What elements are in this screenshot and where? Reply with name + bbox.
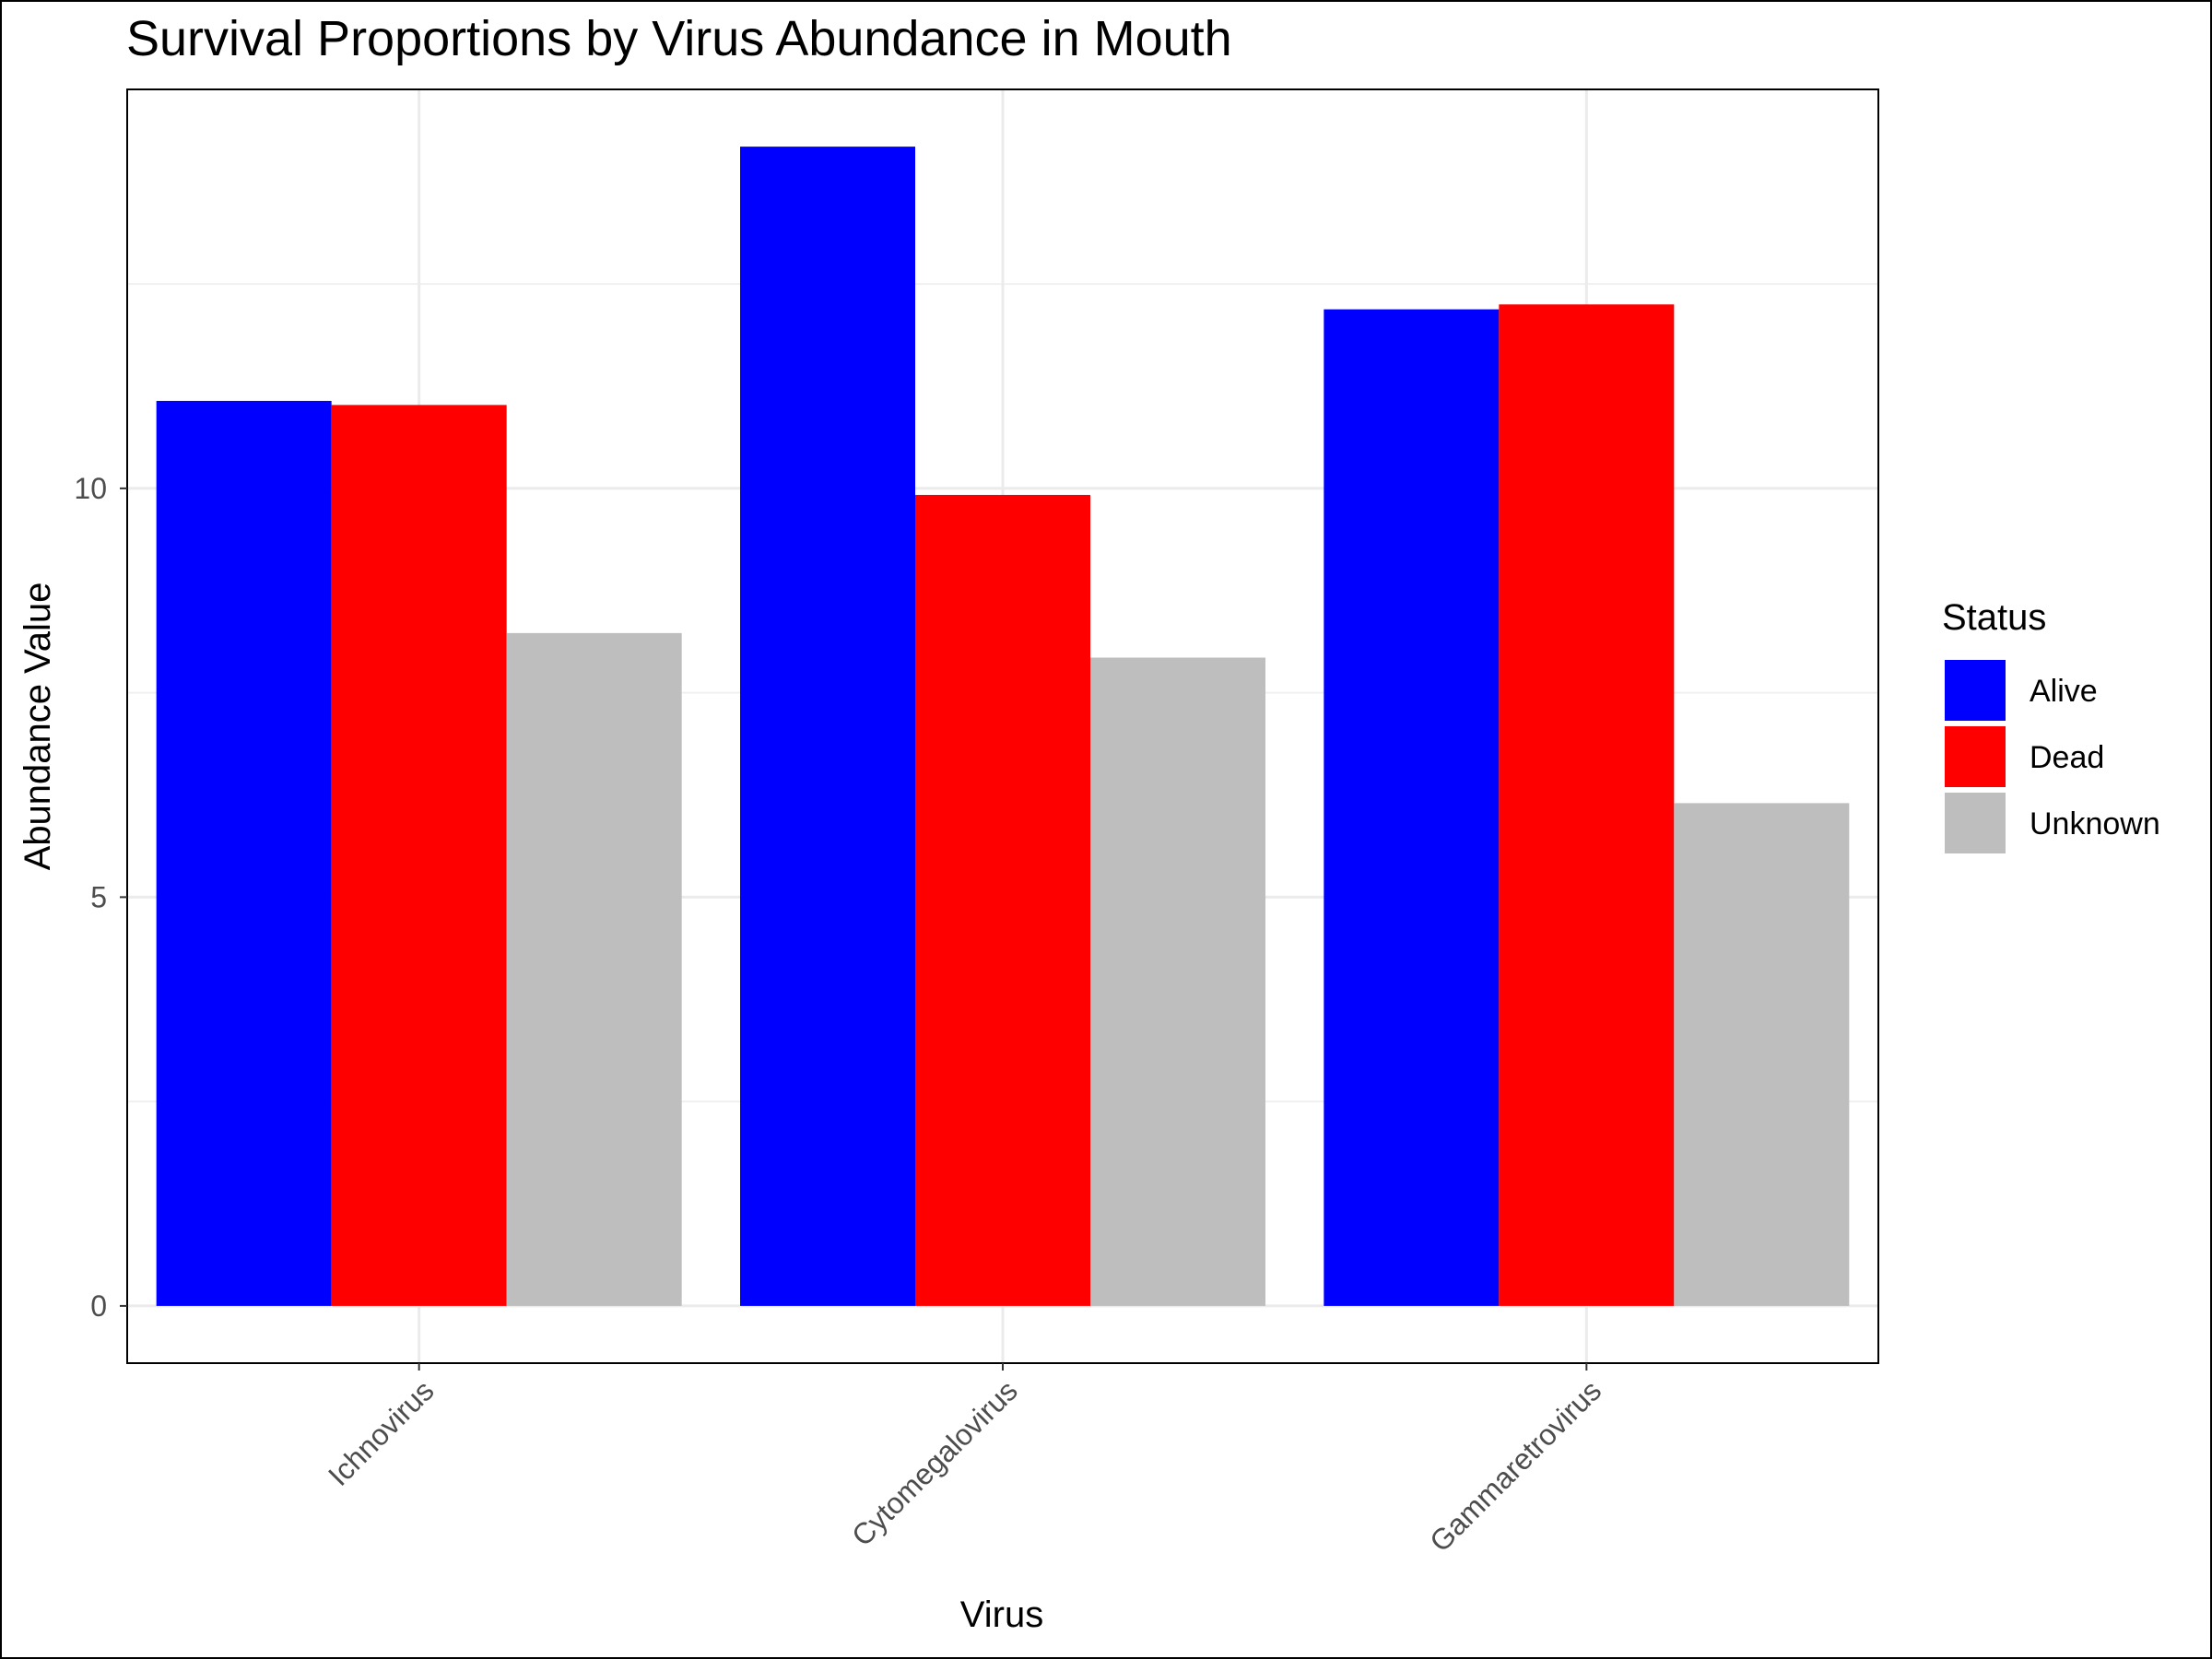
y-axis-ticks: 0 5 10: [74, 472, 127, 1323]
legend-items: Alive Dead Unknown: [1945, 660, 2160, 853]
x-tick-label: Cytomegalovirus: [845, 1373, 1024, 1552]
y-tick-label: 5: [90, 880, 107, 913]
x-axis-title: Virus: [960, 1594, 1043, 1635]
bar-alive-gammaretrovirus: [1324, 309, 1500, 1306]
y-tick-label: 10: [74, 472, 107, 505]
x-tick-label: Gammaretrovirus: [1423, 1373, 1607, 1558]
legend-label-dead: Dead: [2030, 740, 2104, 775]
chart-title: Survival Proportions by Virus Abundance …: [126, 11, 1232, 66]
legend-swatch-unknown: [1945, 793, 2006, 853]
legend-label-unknown: Unknown: [2030, 806, 2160, 841]
legend-swatch-alive: [1945, 660, 2006, 721]
bar-unknown-cytomegalovirus: [1090, 657, 1265, 1306]
bars: [156, 147, 1850, 1306]
bar-unknown-gammaretrovirus: [1674, 803, 1850, 1306]
bar-alive-ichnovirus: [156, 400, 332, 1306]
y-tick-label: 0: [90, 1289, 107, 1323]
bar-unknown-ichnovirus: [506, 632, 682, 1306]
legend-swatch-dead: [1945, 726, 2006, 787]
bar-dead-ichnovirus: [331, 405, 507, 1306]
x-axis-ticks: Ichnovirus Cytomegalovirus Gammaretrovirus: [322, 1363, 1607, 1559]
bar-alive-cytomegalovirus: [740, 147, 915, 1306]
bar-dead-cytomegalovirus: [915, 494, 1090, 1306]
bar-dead-gammaretrovirus: [1499, 304, 1675, 1306]
legend-title: Status: [1942, 597, 2046, 638]
y-axis-title: Abundance Value: [18, 582, 58, 871]
x-tick-label: Ichnovirus: [322, 1373, 441, 1492]
legend: Status Alive Dead Unknown: [1942, 597, 2160, 853]
legend-label-alive: Alive: [2030, 674, 2098, 709]
